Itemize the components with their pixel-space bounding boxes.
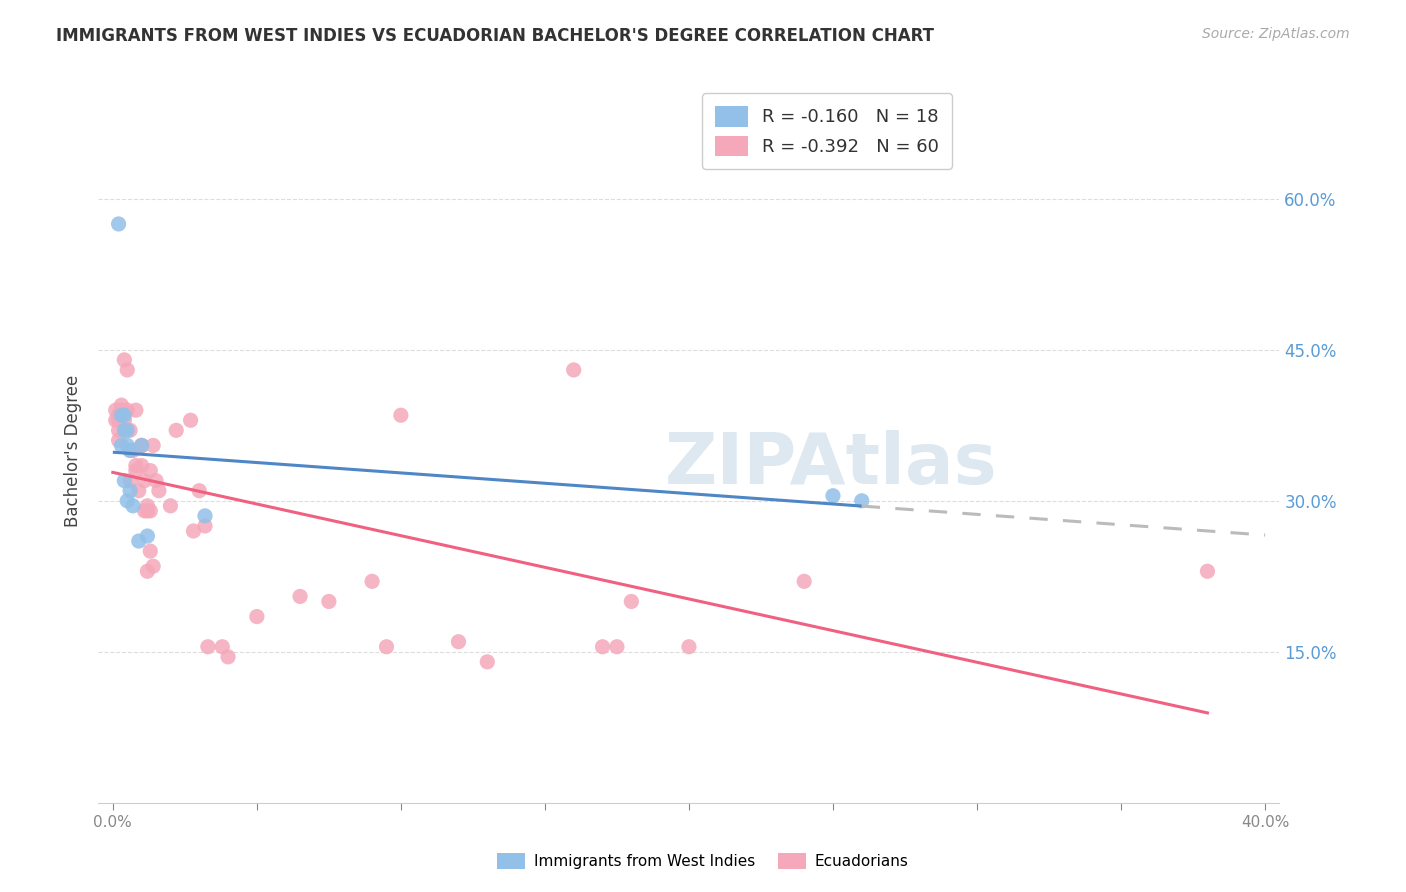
- Point: [112, 408, 135, 422]
- Point: [821, 489, 844, 503]
- Point: [120, 474, 142, 488]
- Point: [125, 458, 148, 473]
- Point: [107, 217, 129, 231]
- Point: [139, 544, 162, 558]
- Point: [122, 443, 145, 458]
- Point: [136, 564, 159, 578]
- Point: [148, 483, 170, 498]
- Point: [131, 458, 153, 473]
- Point: [197, 640, 219, 654]
- Point: [477, 655, 499, 669]
- Point: [183, 524, 205, 538]
- Point: [110, 438, 132, 452]
- Point: [115, 423, 138, 437]
- Point: [139, 464, 162, 478]
- Point: [562, 363, 585, 377]
- Point: [104, 413, 127, 427]
- Point: [288, 590, 311, 604]
- Text: Source: ZipAtlas.com: Source: ZipAtlas.com: [1202, 27, 1350, 41]
- Point: [107, 423, 129, 437]
- Point: [115, 403, 138, 417]
- Point: [110, 398, 132, 412]
- Point: [107, 413, 129, 427]
- Point: [107, 434, 129, 448]
- Point: [134, 474, 156, 488]
- Point: [131, 438, 153, 452]
- Legend: R = -0.160   N = 18, R = -0.392   N = 60: R = -0.160 N = 18, R = -0.392 N = 60: [703, 93, 952, 169]
- Point: [678, 640, 700, 654]
- Point: [592, 640, 614, 654]
- Point: [104, 403, 127, 417]
- Point: [112, 352, 135, 367]
- Point: [620, 594, 643, 608]
- Text: IMMIGRANTS FROM WEST INDIES VS ECUADORIAN BACHELOR'S DEGREE CORRELATION CHART: IMMIGRANTS FROM WEST INDIES VS ECUADORIA…: [56, 27, 934, 45]
- Point: [188, 483, 211, 498]
- Point: [120, 483, 142, 498]
- Point: [115, 363, 138, 377]
- Point: [136, 504, 159, 518]
- Point: [136, 499, 159, 513]
- Point: [180, 413, 202, 427]
- Point: [131, 438, 153, 452]
- Point: [131, 438, 153, 452]
- Legend: Immigrants from West Indies, Ecuadorians: Immigrants from West Indies, Ecuadorians: [491, 847, 915, 875]
- Point: [159, 499, 181, 513]
- Point: [606, 640, 628, 654]
- Point: [120, 443, 142, 458]
- Point: [136, 529, 159, 543]
- Point: [447, 634, 470, 648]
- Point: [120, 423, 142, 437]
- Point: [128, 534, 150, 549]
- Point: [851, 493, 873, 508]
- Point: [125, 403, 148, 417]
- Point: [112, 413, 135, 427]
- Point: [134, 504, 156, 518]
- Point: [107, 408, 129, 422]
- Point: [793, 574, 815, 589]
- Point: [112, 423, 135, 437]
- Point: [122, 499, 145, 513]
- Y-axis label: Bachelor's Degree: Bachelor's Degree: [65, 375, 83, 526]
- Point: [128, 483, 150, 498]
- Point: [318, 594, 340, 608]
- Point: [165, 423, 187, 437]
- Point: [361, 574, 384, 589]
- Point: [142, 559, 165, 574]
- Text: ZIPAtlas: ZIPAtlas: [665, 430, 997, 499]
- Point: [1197, 564, 1219, 578]
- Point: [110, 403, 132, 417]
- Point: [139, 504, 162, 518]
- Point: [120, 443, 142, 458]
- Point: [375, 640, 398, 654]
- Point: [389, 408, 412, 422]
- Point: [246, 609, 269, 624]
- Point: [115, 493, 138, 508]
- Point: [110, 403, 132, 417]
- Point: [194, 508, 217, 523]
- Point: [217, 649, 239, 664]
- Point: [110, 408, 132, 422]
- Point: [194, 519, 217, 533]
- Point: [112, 474, 135, 488]
- Point: [142, 438, 165, 452]
- Point: [211, 640, 233, 654]
- Point: [115, 438, 138, 452]
- Point: [125, 464, 148, 478]
- Point: [145, 474, 167, 488]
